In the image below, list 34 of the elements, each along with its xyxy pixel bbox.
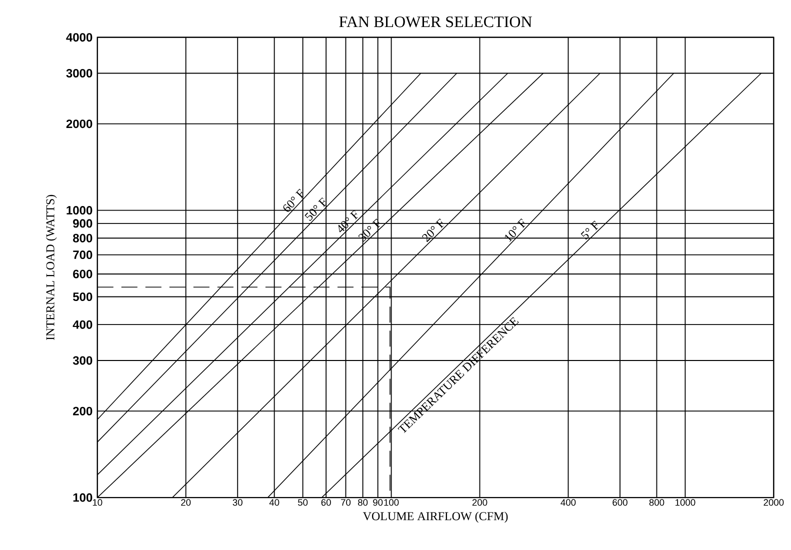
x-tick-label: 40: [269, 499, 280, 506]
x-tick-label: 100: [384, 499, 399, 506]
x-tick-label: 50: [298, 499, 308, 506]
chart-title: FAN BLOWER SELECTION: [339, 16, 532, 28]
x-axis-title: VOLUME AIRFLOW (CFM): [362, 512, 508, 523]
x-tick-label: 70: [341, 499, 351, 506]
text: 50° F: [304, 198, 326, 222]
text: 5° F: [580, 220, 598, 240]
y-tick-label: 800: [73, 234, 92, 243]
x-tick-label: 1000: [676, 499, 696, 506]
x-tick-label: 800: [649, 499, 664, 506]
y-tick-label: 700: [73, 250, 92, 260]
x-tick-label: 90: [373, 499, 383, 506]
y-tick-label: 300: [72, 356, 92, 365]
y-tick-label: 2000: [66, 120, 92, 128]
y-tick-label: 200: [73, 407, 92, 416]
x-tick-label: 400: [560, 499, 576, 506]
y-axis-title: INTERNAL LOAD (WATTS): [46, 195, 57, 340]
y-tick-label: 600: [73, 270, 92, 278]
x-tick-label: 20: [181, 499, 191, 506]
x-tick-label: 80: [358, 499, 368, 506]
y-tick-label: 1000: [66, 206, 92, 215]
y-tick-label: 500: [73, 292, 92, 302]
y-tick-label: 900: [73, 219, 92, 228]
x-tick-label: 30: [232, 499, 242, 506]
x-tick-label: 60: [321, 499, 331, 506]
y-tick-label: 400: [72, 320, 92, 330]
x-tick-label: 2000: [764, 499, 784, 506]
y-tick-label: 3000: [66, 69, 92, 78]
x-tick-label: 200: [472, 499, 488, 506]
x-tick-label: 10: [92, 499, 102, 506]
y-tick-label: 4000: [66, 33, 92, 42]
x-tick-label: 600: [612, 499, 628, 506]
text: 60° F: [283, 189, 304, 212]
